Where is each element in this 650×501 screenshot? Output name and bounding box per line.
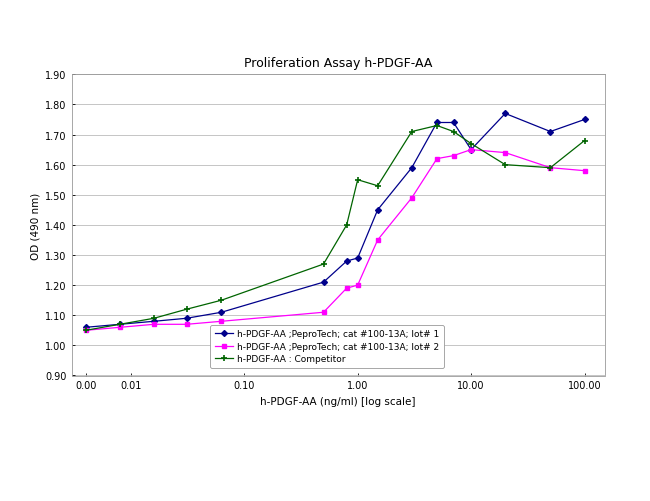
Title: Proliferation Assay h-PDGF-AA: Proliferation Assay h-PDGF-AA	[244, 57, 432, 70]
h-PDGF-AA ;PeproTech; cat #100-13A; lot# 2	[408, 195, 416, 201]
h-PDGF-AA : Competitor: (0.004, 1.05): Competitor: (0.004, 1.05)	[82, 328, 90, 334]
h-PDGF-AA : Competitor: (0.016, 1.09): Competitor: (0.016, 1.09)	[150, 316, 158, 322]
h-PDGF-AA ;PeproTech; cat #100-13A; lot# 2	[580, 168, 588, 174]
h-PDGF-AA : Competitor: (50, 1.59): Competitor: (50, 1.59)	[547, 165, 554, 171]
Y-axis label: OD (490 nm): OD (490 nm)	[31, 192, 41, 259]
h-PDGF-AA ;PeproTech; cat #100-13A; lot# 2	[433, 156, 441, 162]
h-PDGF-AA : Competitor: (1, 1.55): Competitor: (1, 1.55)	[354, 177, 361, 183]
h-PDGF-AA : Competitor: (0.031, 1.12): Competitor: (0.031, 1.12)	[183, 307, 190, 313]
h-PDGF-AA ;PeproTech; cat #100-13A; lot# 1	[547, 129, 554, 135]
h-PDGF-AA : Competitor: (0.008, 1.07): Competitor: (0.008, 1.07)	[116, 322, 124, 328]
h-PDGF-AA : Competitor: (10, 1.67): Competitor: (10, 1.67)	[467, 141, 475, 147]
Legend: h-PDGF-AA ;PeproTech; cat #100-13A; lot# 1, h-PDGF-AA ;PeproTech; cat #100-13A; : h-PDGF-AA ;PeproTech; cat #100-13A; lot#…	[211, 325, 444, 368]
h-PDGF-AA : Competitor: (100, 1.68): Competitor: (100, 1.68)	[580, 138, 588, 144]
h-PDGF-AA : Competitor: (0.8, 1.4): Competitor: (0.8, 1.4)	[343, 222, 350, 228]
h-PDGF-AA : Competitor: (0.063, 1.15): Competitor: (0.063, 1.15)	[218, 298, 226, 304]
h-PDGF-AA ;PeproTech; cat #100-13A; lot# 2	[320, 310, 328, 316]
h-PDGF-AA ;PeproTech; cat #100-13A; lot# 1	[580, 117, 588, 123]
h-PDGF-AA ;PeproTech; cat #100-13A; lot# 1	[354, 256, 361, 262]
Line: h-PDGF-AA ;PeproTech; cat #100-13A; lot# 1: h-PDGF-AA ;PeproTech; cat #100-13A; lot#…	[84, 112, 586, 330]
h-PDGF-AA ;PeproTech; cat #100-13A; lot# 2	[116, 325, 124, 331]
h-PDGF-AA ;PeproTech; cat #100-13A; lot# 1	[433, 120, 441, 126]
h-PDGF-AA ;PeproTech; cat #100-13A; lot# 2	[183, 322, 190, 328]
h-PDGF-AA : Competitor: (0.5, 1.27): Competitor: (0.5, 1.27)	[320, 262, 328, 268]
h-PDGF-AA ;PeproTech; cat #100-13A; lot# 1	[501, 111, 509, 117]
h-PDGF-AA : Competitor: (20, 1.6): Competitor: (20, 1.6)	[501, 162, 509, 168]
h-PDGF-AA ;PeproTech; cat #100-13A; lot# 2	[354, 283, 361, 289]
h-PDGF-AA ;PeproTech; cat #100-13A; lot# 2	[218, 319, 226, 325]
h-PDGF-AA ;PeproTech; cat #100-13A; lot# 1	[374, 207, 382, 213]
X-axis label: h-PDGF-AA (ng/ml) [log scale]: h-PDGF-AA (ng/ml) [log scale]	[260, 396, 416, 406]
h-PDGF-AA ;PeproTech; cat #100-13A; lot# 1	[218, 310, 226, 316]
Line: h-PDGF-AA ;PeproTech; cat #100-13A; lot# 2: h-PDGF-AA ;PeproTech; cat #100-13A; lot#…	[84, 148, 586, 333]
h-PDGF-AA ;PeproTech; cat #100-13A; lot# 2	[343, 286, 350, 292]
h-PDGF-AA ;PeproTech; cat #100-13A; lot# 1	[450, 120, 458, 126]
h-PDGF-AA ;PeproTech; cat #100-13A; lot# 1	[183, 316, 190, 322]
h-PDGF-AA ;PeproTech; cat #100-13A; lot# 2	[450, 153, 458, 159]
h-PDGF-AA ;PeproTech; cat #100-13A; lot# 2	[467, 147, 475, 153]
h-PDGF-AA ;PeproTech; cat #100-13A; lot# 1	[343, 259, 350, 265]
h-PDGF-AA ;PeproTech; cat #100-13A; lot# 1	[82, 325, 90, 331]
h-PDGF-AA ;PeproTech; cat #100-13A; lot# 1	[150, 319, 158, 325]
h-PDGF-AA : Competitor: (3, 1.71): Competitor: (3, 1.71)	[408, 129, 416, 135]
h-PDGF-AA ;PeproTech; cat #100-13A; lot# 1	[408, 165, 416, 171]
h-PDGF-AA : Competitor: (5, 1.73): Competitor: (5, 1.73)	[433, 123, 441, 129]
h-PDGF-AA ;PeproTech; cat #100-13A; lot# 2	[547, 165, 554, 171]
h-PDGF-AA ;PeproTech; cat #100-13A; lot# 2	[374, 237, 382, 243]
h-PDGF-AA ;PeproTech; cat #100-13A; lot# 2	[501, 150, 509, 156]
h-PDGF-AA ;PeproTech; cat #100-13A; lot# 1	[467, 147, 475, 153]
Line: h-PDGF-AA : Competitor: h-PDGF-AA : Competitor	[82, 123, 588, 334]
h-PDGF-AA ;PeproTech; cat #100-13A; lot# 1	[116, 322, 124, 328]
h-PDGF-AA : Competitor: (7, 1.71): Competitor: (7, 1.71)	[450, 129, 458, 135]
h-PDGF-AA ;PeproTech; cat #100-13A; lot# 2	[150, 322, 158, 328]
h-PDGF-AA ;PeproTech; cat #100-13A; lot# 1	[320, 280, 328, 286]
h-PDGF-AA ;PeproTech; cat #100-13A; lot# 2	[82, 328, 90, 334]
h-PDGF-AA : Competitor: (1.5, 1.53): Competitor: (1.5, 1.53)	[374, 183, 382, 189]
